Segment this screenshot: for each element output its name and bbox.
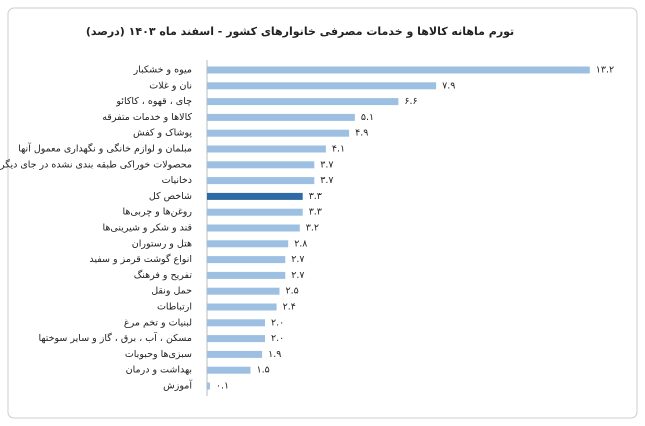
value-label: ۳.۷ — [320, 159, 333, 170]
value-label: ۳.۷ — [320, 175, 333, 186]
value-label: ۰.۱ — [216, 381, 229, 392]
bar — [207, 335, 265, 343]
bar — [207, 382, 210, 390]
category-label: محصولات خوراکی طبقه بندی نشده در جای دیگ… — [0, 158, 192, 170]
value-label: ۱.۵ — [257, 365, 270, 376]
category-label: سبزی‌ها وحبوبات — [125, 349, 192, 360]
bar — [207, 319, 265, 327]
bar — [207, 177, 315, 185]
value-label: ۱۳.۲ — [596, 65, 614, 76]
bar — [207, 66, 590, 74]
category-label: چای ، قهوه ، کاکائو — [115, 96, 192, 107]
category-label: میوه و خشکبار — [133, 65, 192, 76]
value-label: ۲.۰ — [271, 317, 284, 328]
value-label: ۴.۱ — [332, 144, 345, 155]
frame — [7, 7, 638, 419]
bar — [207, 240, 289, 248]
value-label: ۳.۳ — [309, 191, 322, 202]
bar — [207, 350, 263, 358]
category-label: مسکن ، آب ، برق ، گاز و سایر سوختها — [39, 331, 192, 344]
category-label: روغن‌ها و چربی‌ها — [123, 207, 193, 218]
bar — [207, 113, 355, 121]
category-label: قند و شکر و شیرینی‌ها — [103, 223, 193, 234]
category-label: ارتباطات — [157, 302, 192, 313]
bar — [207, 145, 326, 153]
bar — [207, 192, 303, 200]
bar — [207, 161, 315, 169]
bar — [207, 271, 286, 279]
category-label: شاخص کل — [149, 191, 192, 202]
value-label: ۱.۹ — [268, 349, 281, 360]
category-label: تفریح و فرهنگ — [134, 269, 193, 281]
bar — [207, 256, 286, 264]
value-label: ۲.۷ — [291, 254, 304, 265]
category-label: نان و غلات — [149, 80, 192, 91]
bar — [207, 98, 399, 106]
value-label: ۲.۷ — [291, 270, 304, 281]
category-label: پوشاک و کفش — [133, 128, 192, 139]
value-label: ۲.۴ — [283, 302, 296, 313]
value-label: ۳.۳ — [309, 207, 322, 218]
category-label: هتل و رستوران — [132, 238, 192, 249]
value-label: ۲.۵ — [286, 286, 299, 297]
value-label: ۵.۱ — [361, 112, 374, 123]
bar — [207, 366, 251, 374]
value-label: ۳.۲ — [306, 223, 319, 234]
category-label: مبلمان و لوازم خانگی و نگهداری معمول آنه… — [18, 142, 192, 155]
bar — [207, 224, 300, 232]
bar — [207, 303, 277, 311]
value-label: ۶.۶ — [404, 96, 417, 107]
bar — [207, 82, 437, 90]
bar — [207, 129, 350, 137]
value-label: ۲.۸ — [294, 238, 307, 249]
bar — [207, 287, 280, 295]
bar — [207, 208, 303, 216]
category-label: آموزش — [163, 379, 192, 392]
category-label: حمل ونقل — [151, 286, 192, 297]
category-label: لبنیات و تخم مرغ — [124, 317, 192, 328]
value-label: ۷.۹ — [442, 80, 455, 91]
category-label: کالاها و خدمات متفرقه — [102, 112, 192, 123]
chart-title: تورم ماهانه کالاها و خدمات مصرفی خانواره… — [86, 25, 514, 38]
category-label: بهداشت و درمان — [126, 365, 192, 376]
category-label: دخانیات — [162, 175, 192, 186]
value-label: ۴.۹ — [355, 128, 368, 139]
value-label: ۲.۰ — [271, 333, 284, 344]
category-label: انواع گوشت قرمز و سفید — [89, 253, 192, 265]
